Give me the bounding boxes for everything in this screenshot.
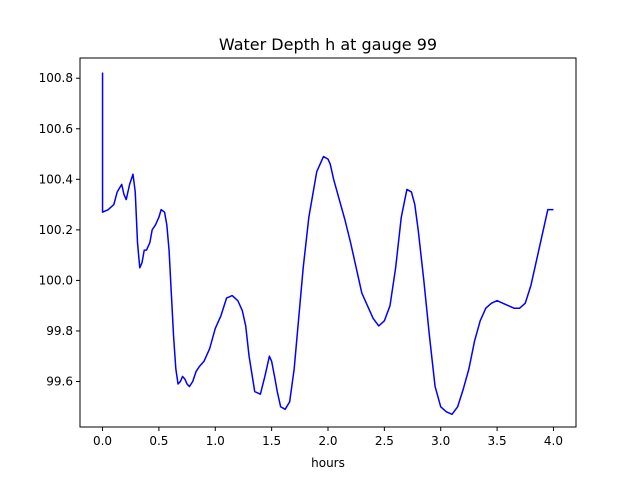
x-tick-label: 4.0 [544,434,563,448]
x-tick-label: 3.0 [431,434,450,448]
x-tick-label: 1.5 [262,434,281,448]
y-tick-label: 100.0 [39,273,73,287]
x-tick-label: 1.0 [206,434,225,448]
chart-title: Water Depth h at gauge 99 [219,35,437,54]
y-tick-label: 100.4 [39,172,73,186]
plot-area [79,57,577,428]
y-tick-label: 99.6 [46,375,73,389]
x-tick-label: 3.5 [488,434,507,448]
plot-frame [79,57,577,428]
x-axis: 0.0 0.5 1.0 1.5 2.0 2.5 3.0 3.5 4.0 [93,427,563,448]
y-tick-label: 100.6 [39,122,73,136]
y-tick-label: 99.8 [46,324,73,338]
series-line [101,72,554,416]
x-tick-label: 0.0 [93,434,112,448]
x-tick-label: 0.5 [149,434,168,448]
y-tick-label: 100.2 [39,223,73,237]
x-tick-label: 2.5 [375,434,394,448]
x-tick-label: 2.0 [318,434,337,448]
y-axis: 99.6 99.8 100.0 100.2 100.4 100.6 100.8 [39,71,80,389]
y-tick-label: 100.8 [39,71,73,85]
x-axis-label: hours [311,456,345,470]
